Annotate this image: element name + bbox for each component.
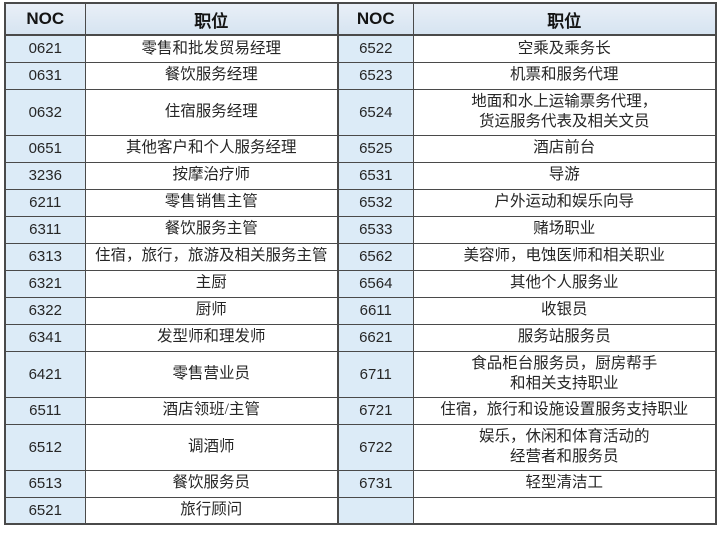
noc-code-cell: 0631 xyxy=(4,61,86,90)
noc-code-cell: 6611 xyxy=(337,296,414,325)
job-title-cell: 服务站服务员 xyxy=(412,323,717,352)
job-title-cell: 厨师 xyxy=(84,296,339,325)
noc-code-cell: 6722 xyxy=(337,423,414,471)
job-title-cell: 酒店前台 xyxy=(412,134,717,163)
noc-code-cell: 6311 xyxy=(4,215,86,244)
table-row: 3236 按摩治疗师 6531 导游 xyxy=(4,161,717,190)
noc-code-cell: 6522 xyxy=(337,34,414,63)
job-title-cell: 娱乐，休闲和体育活动的 经营者和服务员 xyxy=(412,423,717,471)
noc-code-cell: 6731 xyxy=(337,469,414,498)
table-row: 6341 发型师和理发师 6621 服务站服务员 xyxy=(4,323,717,352)
noc-code-cell: 6211 xyxy=(4,188,86,217)
noc-code-cell: 6341 xyxy=(4,323,86,352)
table-row: 6513 餐饮服务员 6731 轻型清洁工 xyxy=(4,469,717,498)
table-row: 0632 住宿服务经理 6524 地面和水上运输票务代理， 货运服务代表及相关文… xyxy=(4,88,717,136)
job-title-cell: 酒店领班/主管 xyxy=(84,396,339,425)
table-row: 6311 餐饮服务主管 6533 赌场职业 xyxy=(4,215,717,244)
table-row: 6321 主厨 6564 其他个人服务业 xyxy=(4,269,717,298)
job-title-cell: 收银员 xyxy=(412,296,717,325)
noc-code-cell: 6532 xyxy=(337,188,414,217)
noc-code-cell: 6525 xyxy=(337,134,414,163)
noc-code-cell: 6531 xyxy=(337,161,414,190)
job-title-cell: 地面和水上运输票务代理， 货运服务代表及相关文员 xyxy=(412,88,717,136)
job-title-header-left: 职位 xyxy=(84,2,339,36)
job-title-cell: 赌场职业 xyxy=(412,215,717,244)
job-title-cell: 户外运动和娱乐向导 xyxy=(412,188,717,217)
job-title-cell: 餐饮服务员 xyxy=(84,469,339,498)
job-title-cell: 其他客户和个人服务经理 xyxy=(84,134,339,163)
noc-code-cell: 6524 xyxy=(337,88,414,136)
noc-code-cell: 3236 xyxy=(4,161,86,190)
noc-code-cell: 6562 xyxy=(337,242,414,271)
noc-code-cell: 6511 xyxy=(4,396,86,425)
job-title-cell: 导游 xyxy=(412,161,717,190)
job-title-cell: 零售销售主管 xyxy=(84,188,339,217)
noc-code-cell: 6711 xyxy=(337,350,414,398)
job-title-cell: 轻型清洁工 xyxy=(412,469,717,498)
noc-code-cell: 0621 xyxy=(4,34,86,63)
table-row: 6421 零售营业员 6711 食品柜台服务员，厨房帮手 和相关支持职业 xyxy=(4,350,717,398)
noc-code-cell: 6533 xyxy=(337,215,414,244)
job-title-cell: 住宿，旅行，旅游及相关服务主管 xyxy=(84,242,339,271)
job-title-cell: 零售营业员 xyxy=(84,350,339,398)
noc-occupations-table: NOC 职位 NOC 职位 0621 零售和批发贸易经理 6522 空乘及乘务长… xyxy=(4,2,717,525)
job-title-cell: 发型师和理发师 xyxy=(84,323,339,352)
table-row: 6511 酒店领班/主管 6721 住宿，旅行和设施设置服务支持职业 xyxy=(4,396,717,425)
table-row: 6521 旅行顾问 xyxy=(4,496,717,525)
noc-code-cell: 6322 xyxy=(4,296,86,325)
noc-code-cell: 6321 xyxy=(4,269,86,298)
job-title-cell: 住宿服务经理 xyxy=(84,88,339,136)
noc-code-cell: 6512 xyxy=(4,423,86,471)
job-title-cell: 其他个人服务业 xyxy=(412,269,717,298)
job-title-cell: 按摩治疗师 xyxy=(84,161,339,190)
noc-code-cell: 0632 xyxy=(4,88,86,136)
job-title-cell: 美容师，电蚀医师和相关职业 xyxy=(412,242,717,271)
job-title-cell: 旅行顾问 xyxy=(84,496,339,525)
noc-code-cell: 6621 xyxy=(337,323,414,352)
noc-code-cell: 6721 xyxy=(337,396,414,425)
job-title-cell: 调酒师 xyxy=(84,423,339,471)
table-row: 6322 厨师 6611 收银员 xyxy=(4,296,717,325)
noc-code-cell: 6421 xyxy=(4,350,86,398)
job-title-cell: 住宿，旅行和设施设置服务支持职业 xyxy=(412,396,717,425)
job-title-cell: 机票和服务代理 xyxy=(412,61,717,90)
table-row: 6313 住宿，旅行，旅游及相关服务主管 6562 美容师，电蚀医师和相关职业 xyxy=(4,242,717,271)
table-row: 6512 调酒师 6722 娱乐，休闲和体育活动的 经营者和服务员 xyxy=(4,423,717,471)
job-title-cell: 餐饮服务经理 xyxy=(84,61,339,90)
noc-header-right: NOC xyxy=(337,2,414,36)
noc-header-left: NOC xyxy=(4,2,86,36)
job-title-cell xyxy=(412,496,717,525)
noc-code-cell: 6513 xyxy=(4,469,86,498)
table-row: 6211 零售销售主管 6532 户外运动和娱乐向导 xyxy=(4,188,717,217)
header-row: NOC 职位 NOC 职位 xyxy=(4,2,717,36)
noc-code-cell: 6313 xyxy=(4,242,86,271)
noc-code-cell: 6564 xyxy=(337,269,414,298)
job-title-cell: 主厨 xyxy=(84,269,339,298)
noc-code-cell: 6523 xyxy=(337,61,414,90)
table-row: 0631 餐饮服务经理 6523 机票和服务代理 xyxy=(4,61,717,90)
noc-code-cell: 6521 xyxy=(4,496,86,525)
noc-code-cell: 0651 xyxy=(4,134,86,163)
table-row: 0651 其他客户和个人服务经理 6525 酒店前台 xyxy=(4,134,717,163)
job-title-cell: 零售和批发贸易经理 xyxy=(84,34,339,63)
job-title-cell: 空乘及乘务长 xyxy=(412,34,717,63)
noc-code-cell xyxy=(337,496,414,525)
job-title-cell: 餐饮服务主管 xyxy=(84,215,339,244)
job-title-cell: 食品柜台服务员，厨房帮手 和相关支持职业 xyxy=(412,350,717,398)
job-title-header-right: 职位 xyxy=(412,2,717,36)
table-row: 0621 零售和批发贸易经理 6522 空乘及乘务长 xyxy=(4,34,717,63)
